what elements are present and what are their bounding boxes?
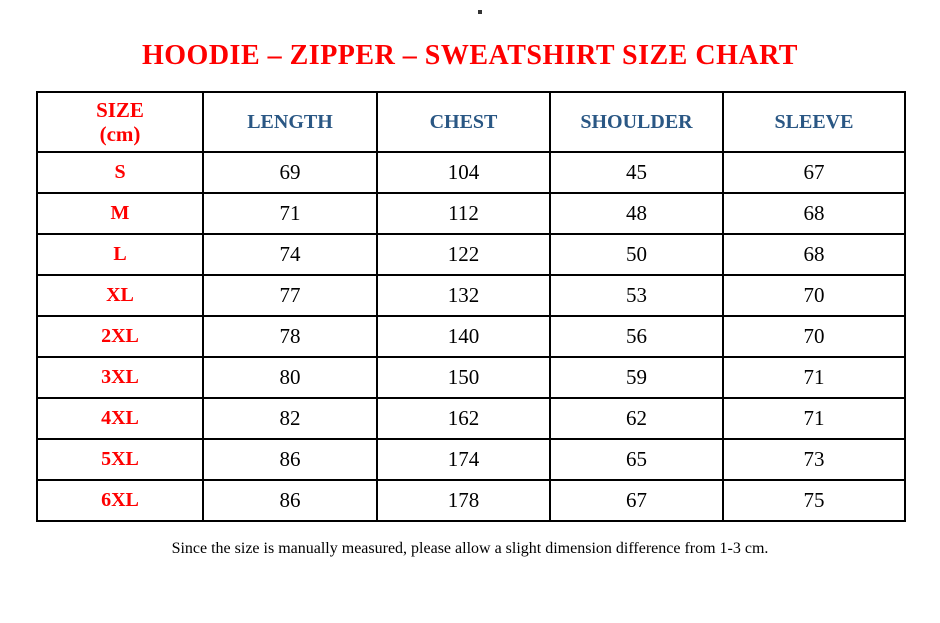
value-cell: 73 bbox=[722, 438, 906, 481]
column-header-length: LENGTH bbox=[202, 91, 378, 153]
size-cell: 4XL bbox=[36, 397, 204, 440]
value-cell: 77 bbox=[202, 274, 378, 317]
size-cell: XL bbox=[36, 274, 204, 317]
size-chart-table: SIZE (cm) LENGTH CHEST SHOULDER SLEEVE S… bbox=[36, 91, 906, 522]
size-cell: 3XL bbox=[36, 356, 204, 399]
value-cell: 70 bbox=[722, 315, 906, 358]
column-header-shoulder: SHOULDER bbox=[549, 91, 724, 153]
value-cell: 104 bbox=[376, 151, 551, 194]
value-cell: 71 bbox=[722, 356, 906, 399]
stray-dot-artifact bbox=[478, 10, 482, 14]
table-header-row: SIZE (cm) LENGTH CHEST SHOULDER SLEEVE bbox=[36, 91, 906, 153]
value-cell: 178 bbox=[376, 479, 551, 522]
size-cell: 6XL bbox=[36, 479, 204, 522]
value-cell: 132 bbox=[376, 274, 551, 317]
table-row: 5XL 86 174 65 73 bbox=[36, 438, 906, 481]
value-cell: 56 bbox=[549, 315, 724, 358]
value-cell: 67 bbox=[722, 151, 906, 194]
page-title: HOODIE – ZIPPER – SWEATSHIRT SIZE CHART bbox=[142, 40, 798, 71]
value-cell: 86 bbox=[202, 479, 378, 522]
value-cell: 82 bbox=[202, 397, 378, 440]
table-row: 3XL 80 150 59 71 bbox=[36, 356, 906, 399]
table-row: L 74 122 50 68 bbox=[36, 233, 906, 276]
size-chart-table-body: S 69 104 45 67 M 71 112 48 68 L 74 122 50 68 XL 77 132 53 7… bbox=[36, 151, 906, 522]
value-cell: 50 bbox=[549, 233, 724, 276]
column-header-chest: CHEST bbox=[376, 91, 551, 153]
footnote: Since the size is manually measured, ple… bbox=[171, 540, 769, 557]
size-cell: S bbox=[36, 151, 204, 194]
value-cell: 70 bbox=[722, 274, 906, 317]
value-cell: 162 bbox=[376, 397, 551, 440]
table-row: S 69 104 45 67 bbox=[36, 151, 906, 194]
value-cell: 67 bbox=[549, 479, 724, 522]
value-cell: 59 bbox=[549, 356, 724, 399]
value-cell: 74 bbox=[202, 233, 378, 276]
value-cell: 78 bbox=[202, 315, 378, 358]
size-header-line2: (cm) bbox=[99, 122, 141, 146]
value-cell: 80 bbox=[202, 356, 378, 399]
table-row: M 71 112 48 68 bbox=[36, 192, 906, 235]
value-cell: 65 bbox=[549, 438, 724, 481]
column-header-sleeve: SLEEVE bbox=[722, 91, 906, 153]
value-cell: 53 bbox=[549, 274, 724, 317]
table-row: 2XL 78 140 56 70 bbox=[36, 315, 906, 358]
value-cell: 75 bbox=[722, 479, 906, 522]
value-cell: 45 bbox=[549, 151, 724, 194]
value-cell: 174 bbox=[376, 438, 551, 481]
table-row: 6XL 86 178 67 75 bbox=[36, 479, 906, 522]
value-cell: 68 bbox=[722, 233, 906, 276]
value-cell: 71 bbox=[202, 192, 378, 235]
value-cell: 71 bbox=[722, 397, 906, 440]
size-header-line1: SIZE bbox=[96, 97, 144, 122]
value-cell: 86 bbox=[202, 438, 378, 481]
value-cell: 69 bbox=[202, 151, 378, 194]
table-row: XL 77 132 53 70 bbox=[36, 274, 906, 317]
size-cell: M bbox=[36, 192, 204, 235]
value-cell: 122 bbox=[376, 233, 551, 276]
column-header-size: SIZE (cm) bbox=[36, 91, 204, 153]
size-cell: L bbox=[36, 233, 204, 276]
value-cell: 150 bbox=[376, 356, 551, 399]
table-row: 4XL 82 162 62 71 bbox=[36, 397, 906, 440]
value-cell: 48 bbox=[549, 192, 724, 235]
value-cell: 112 bbox=[376, 192, 551, 235]
value-cell: 68 bbox=[722, 192, 906, 235]
size-cell: 2XL bbox=[36, 315, 204, 358]
value-cell: 62 bbox=[549, 397, 724, 440]
size-cell: 5XL bbox=[36, 438, 204, 481]
value-cell: 140 bbox=[376, 315, 551, 358]
